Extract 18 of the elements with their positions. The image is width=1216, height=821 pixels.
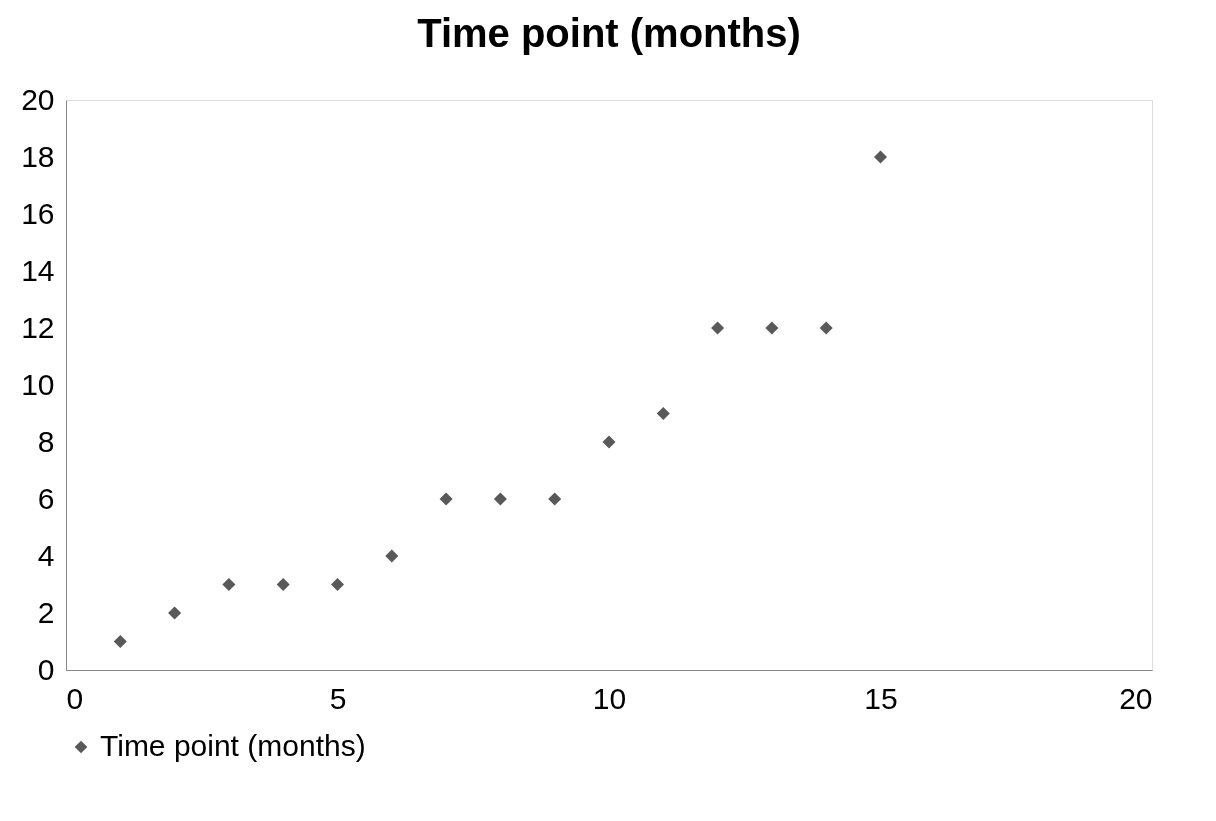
x-tick-label: 15 <box>864 681 898 715</box>
chart-title: Time point (months) <box>417 11 801 55</box>
y-tick-label: 6 <box>37 481 55 515</box>
y-tick-label: 10 <box>21 367 55 401</box>
y-tick-label: 4 <box>37 538 55 572</box>
y-tick-label: 16 <box>21 196 55 230</box>
y-tick-label: 2 <box>37 595 55 629</box>
y-tick-label: 8 <box>37 424 55 458</box>
x-tick-label: 10 <box>592 681 627 715</box>
x-tick-label: 5 <box>329 681 347 715</box>
y-tick-label: 20 <box>21 82 55 116</box>
x-tick-label: 20 <box>1119 681 1153 715</box>
y-tick-label: 14 <box>21 253 55 287</box>
y-tick-label: 12 <box>21 310 55 344</box>
x-tick-label: 0 <box>66 681 84 715</box>
legend-label: Time point (months) <box>100 729 366 762</box>
y-tick-label: 18 <box>21 139 55 173</box>
y-tick-label: 0 <box>37 652 55 686</box>
